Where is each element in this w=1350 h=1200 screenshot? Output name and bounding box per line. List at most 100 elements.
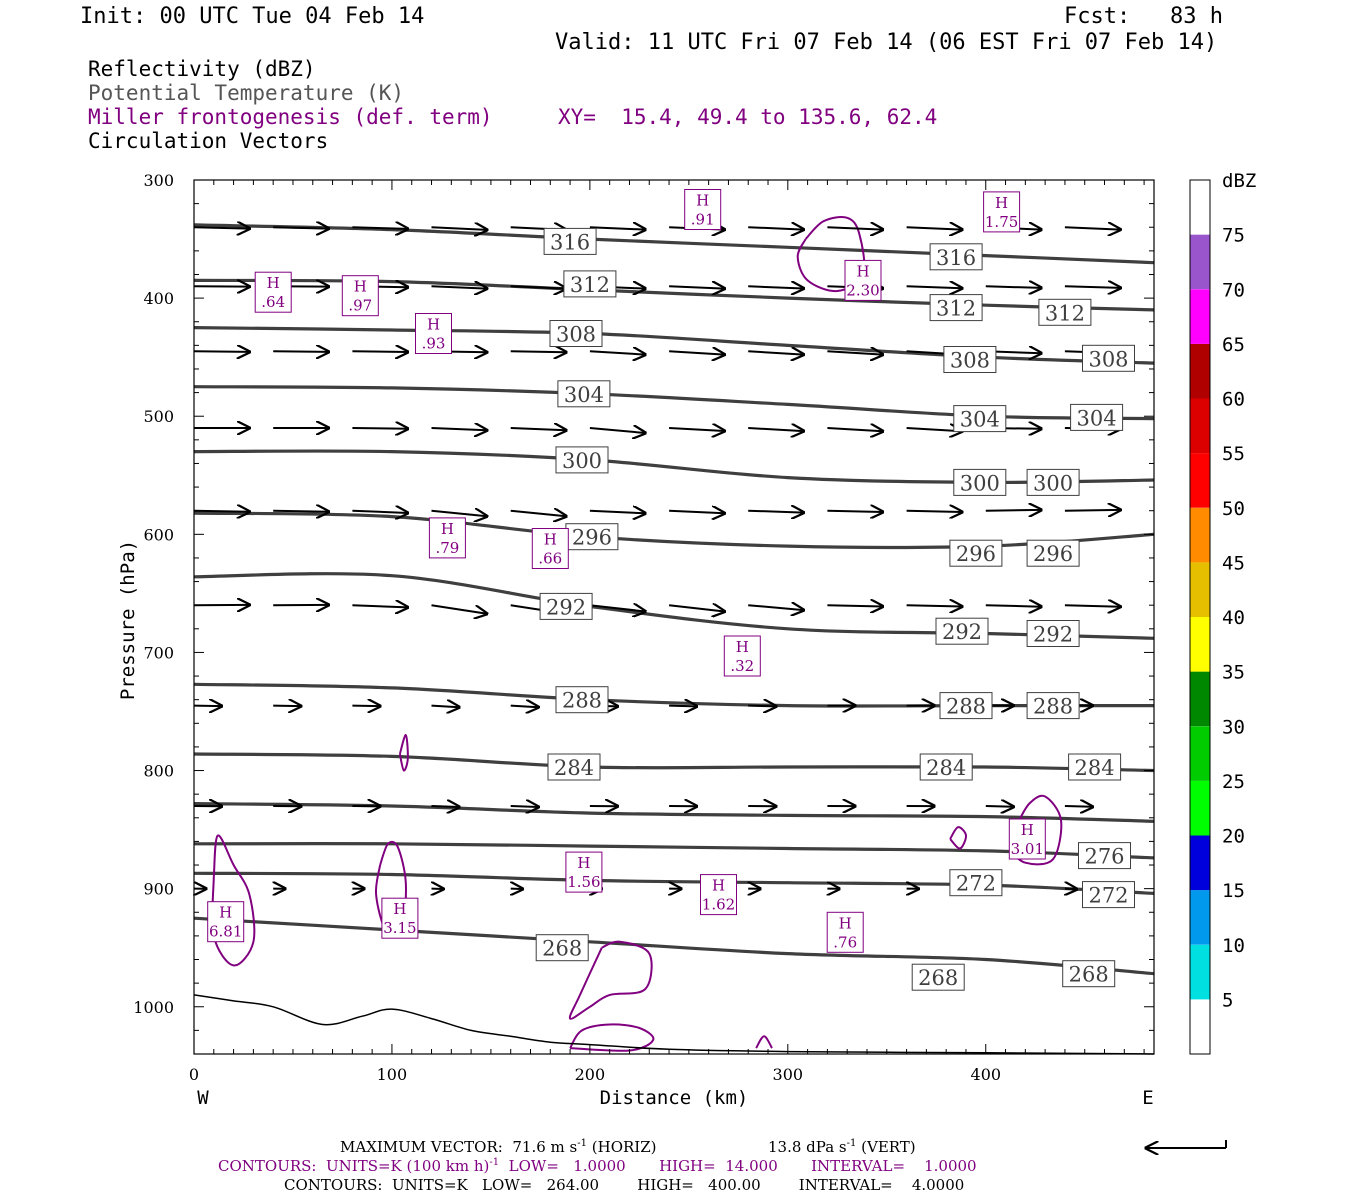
theta-label-box — [943, 346, 997, 373]
theta-label-text: 272 — [1088, 884, 1128, 908]
fronto-max-value: 3.01 — [1011, 840, 1044, 858]
colorbar-level-label: 25 — [1222, 771, 1245, 793]
vert-tag: (VERT) — [861, 1138, 916, 1156]
y-tick-label: 300 — [143, 171, 174, 190]
theta-label: 288 — [1026, 692, 1080, 720]
colorbar-level-label: 20 — [1222, 826, 1245, 848]
theta-label-text: 292 — [546, 595, 586, 619]
theta-contour-line — [193, 326, 1155, 365]
theta-contour-line — [193, 916, 1155, 976]
colorbar-swatch — [1190, 453, 1210, 508]
theta-label-box — [1038, 298, 1092, 326]
colorbar-level-label: 15 — [1222, 880, 1245, 902]
circulation-vector — [906, 428, 962, 431]
circulation-vector — [352, 227, 407, 229]
circulation-vector — [985, 510, 1041, 511]
circulation-vector — [906, 605, 962, 606]
theta-label-box — [929, 294, 983, 322]
theta-label: 316 — [929, 243, 983, 271]
fronto-range: LOW= 1.0000 HIGH= 14.000 INTERVAL= 1.000… — [499, 1157, 977, 1175]
theta-label: 300 — [555, 446, 609, 474]
circulation-vector — [827, 351, 882, 354]
circulation-vector — [589, 605, 645, 611]
theta-label: 316 — [543, 227, 597, 255]
fronto-max-value: .91 — [691, 211, 715, 229]
theta-contour-line — [193, 511, 1155, 550]
theta-label-text: 308 — [1088, 347, 1128, 371]
valid-time: Valid: 11 UTC Fri 07 Feb 14 (06 EST Fri … — [555, 30, 1218, 55]
theta-label-text: 308 — [556, 323, 596, 347]
fronto-max-value: 3.15 — [383, 919, 416, 937]
fronto-maximum: H.97 — [341, 275, 379, 317]
field-frontogenesis: Miller frontogenesis (def. term) — [88, 105, 493, 129]
theta-label-box — [539, 592, 593, 620]
circulation-vector — [352, 351, 407, 352]
fronto-contour-info: CONTOURS: UNITS=K (100 km h)-1 LOW= 1.00… — [218, 1157, 977, 1175]
fronto-maximum: H3.15 — [381, 897, 419, 939]
theta-label-box — [919, 753, 973, 781]
fronto-max-box — [341, 275, 379, 317]
circulation-vector — [827, 227, 882, 229]
fronto-max-value: .76 — [833, 933, 857, 951]
colorbar-swatch — [1190, 835, 1210, 891]
forecast-hour: Fcst: 83 h — [1064, 4, 1223, 29]
fronto-maximum: H.93 — [415, 313, 452, 354]
circulation-vector — [1064, 227, 1121, 229]
theta-label: 312 — [1038, 298, 1092, 326]
theta-label-text: 304 — [564, 383, 604, 407]
theta-label: 296 — [949, 539, 1003, 567]
colorbar-swatch — [1190, 890, 1210, 945]
theta-label-box — [543, 227, 597, 255]
fronto-max-value: 1.56 — [567, 873, 600, 891]
theta-label-box — [549, 320, 603, 347]
theta-label-text: 288 — [562, 689, 602, 713]
fronto-max-value: 6.81 — [209, 923, 242, 941]
fronto-max-value: 2.30 — [846, 281, 879, 299]
fronto-contour-line — [569, 1023, 655, 1052]
circulation-vector — [748, 351, 803, 354]
fronto-contour-line — [755, 1035, 773, 1049]
theta-label: 284 — [547, 753, 601, 781]
theta-label-box — [1068, 753, 1122, 781]
circulation-vector — [510, 351, 566, 352]
theta-label-text: 268 — [542, 937, 582, 961]
fronto-max-box — [1008, 818, 1046, 860]
fronto-max-h: H — [1021, 821, 1034, 839]
circulation-vector — [431, 227, 487, 230]
circulation-vector — [748, 511, 803, 513]
theta-label: 284 — [1068, 753, 1122, 781]
max-vector-line: MAXIMUM VECTOR: 71.6 m s-1 (HORIZ) — [340, 1138, 657, 1156]
cross-section-endpoints: XY= 15.4, 49.4 to 135.6, 62.4 — [558, 105, 938, 129]
theta-label: 300 — [953, 468, 1007, 496]
max-vector-vert: 13.8 dPa s — [768, 1138, 847, 1156]
fronto-max-h: H — [544, 531, 557, 549]
theta-contour-line — [193, 871, 1155, 895]
fronto-maximum: H1.75 — [983, 191, 1021, 233]
theta-label-text: 276 — [1084, 845, 1124, 869]
circulation-vector — [431, 706, 460, 708]
circulation-vector — [985, 286, 1041, 288]
theta-label: 268 — [535, 934, 589, 962]
theta-label-box — [949, 869, 1003, 897]
circulation-vector — [669, 706, 697, 707]
theta-label-text: 300 — [960, 471, 1000, 495]
fronto-max-value: 1.62 — [702, 896, 735, 914]
theta-label: 284 — [919, 753, 973, 781]
circulation-vector — [273, 706, 301, 707]
circulation-vector — [827, 605, 882, 606]
fronto-max-box — [826, 911, 864, 953]
circulation-vector — [273, 351, 328, 352]
horiz-tag: (HORIZ) — [591, 1138, 657, 1156]
y-tick-label: 800 — [143, 762, 174, 781]
circulation-vector — [273, 511, 328, 512]
theta-label: 308 — [943, 346, 997, 373]
colorbar-level-label: 75 — [1222, 225, 1245, 247]
circulation-vector — [748, 428, 803, 431]
fronto-maximum: H3.01 — [1008, 818, 1046, 860]
circulation-vector — [589, 511, 645, 514]
fronto-maximum: H.64 — [254, 271, 292, 313]
circulation-vector — [510, 706, 539, 708]
theta-label-box — [555, 446, 609, 474]
